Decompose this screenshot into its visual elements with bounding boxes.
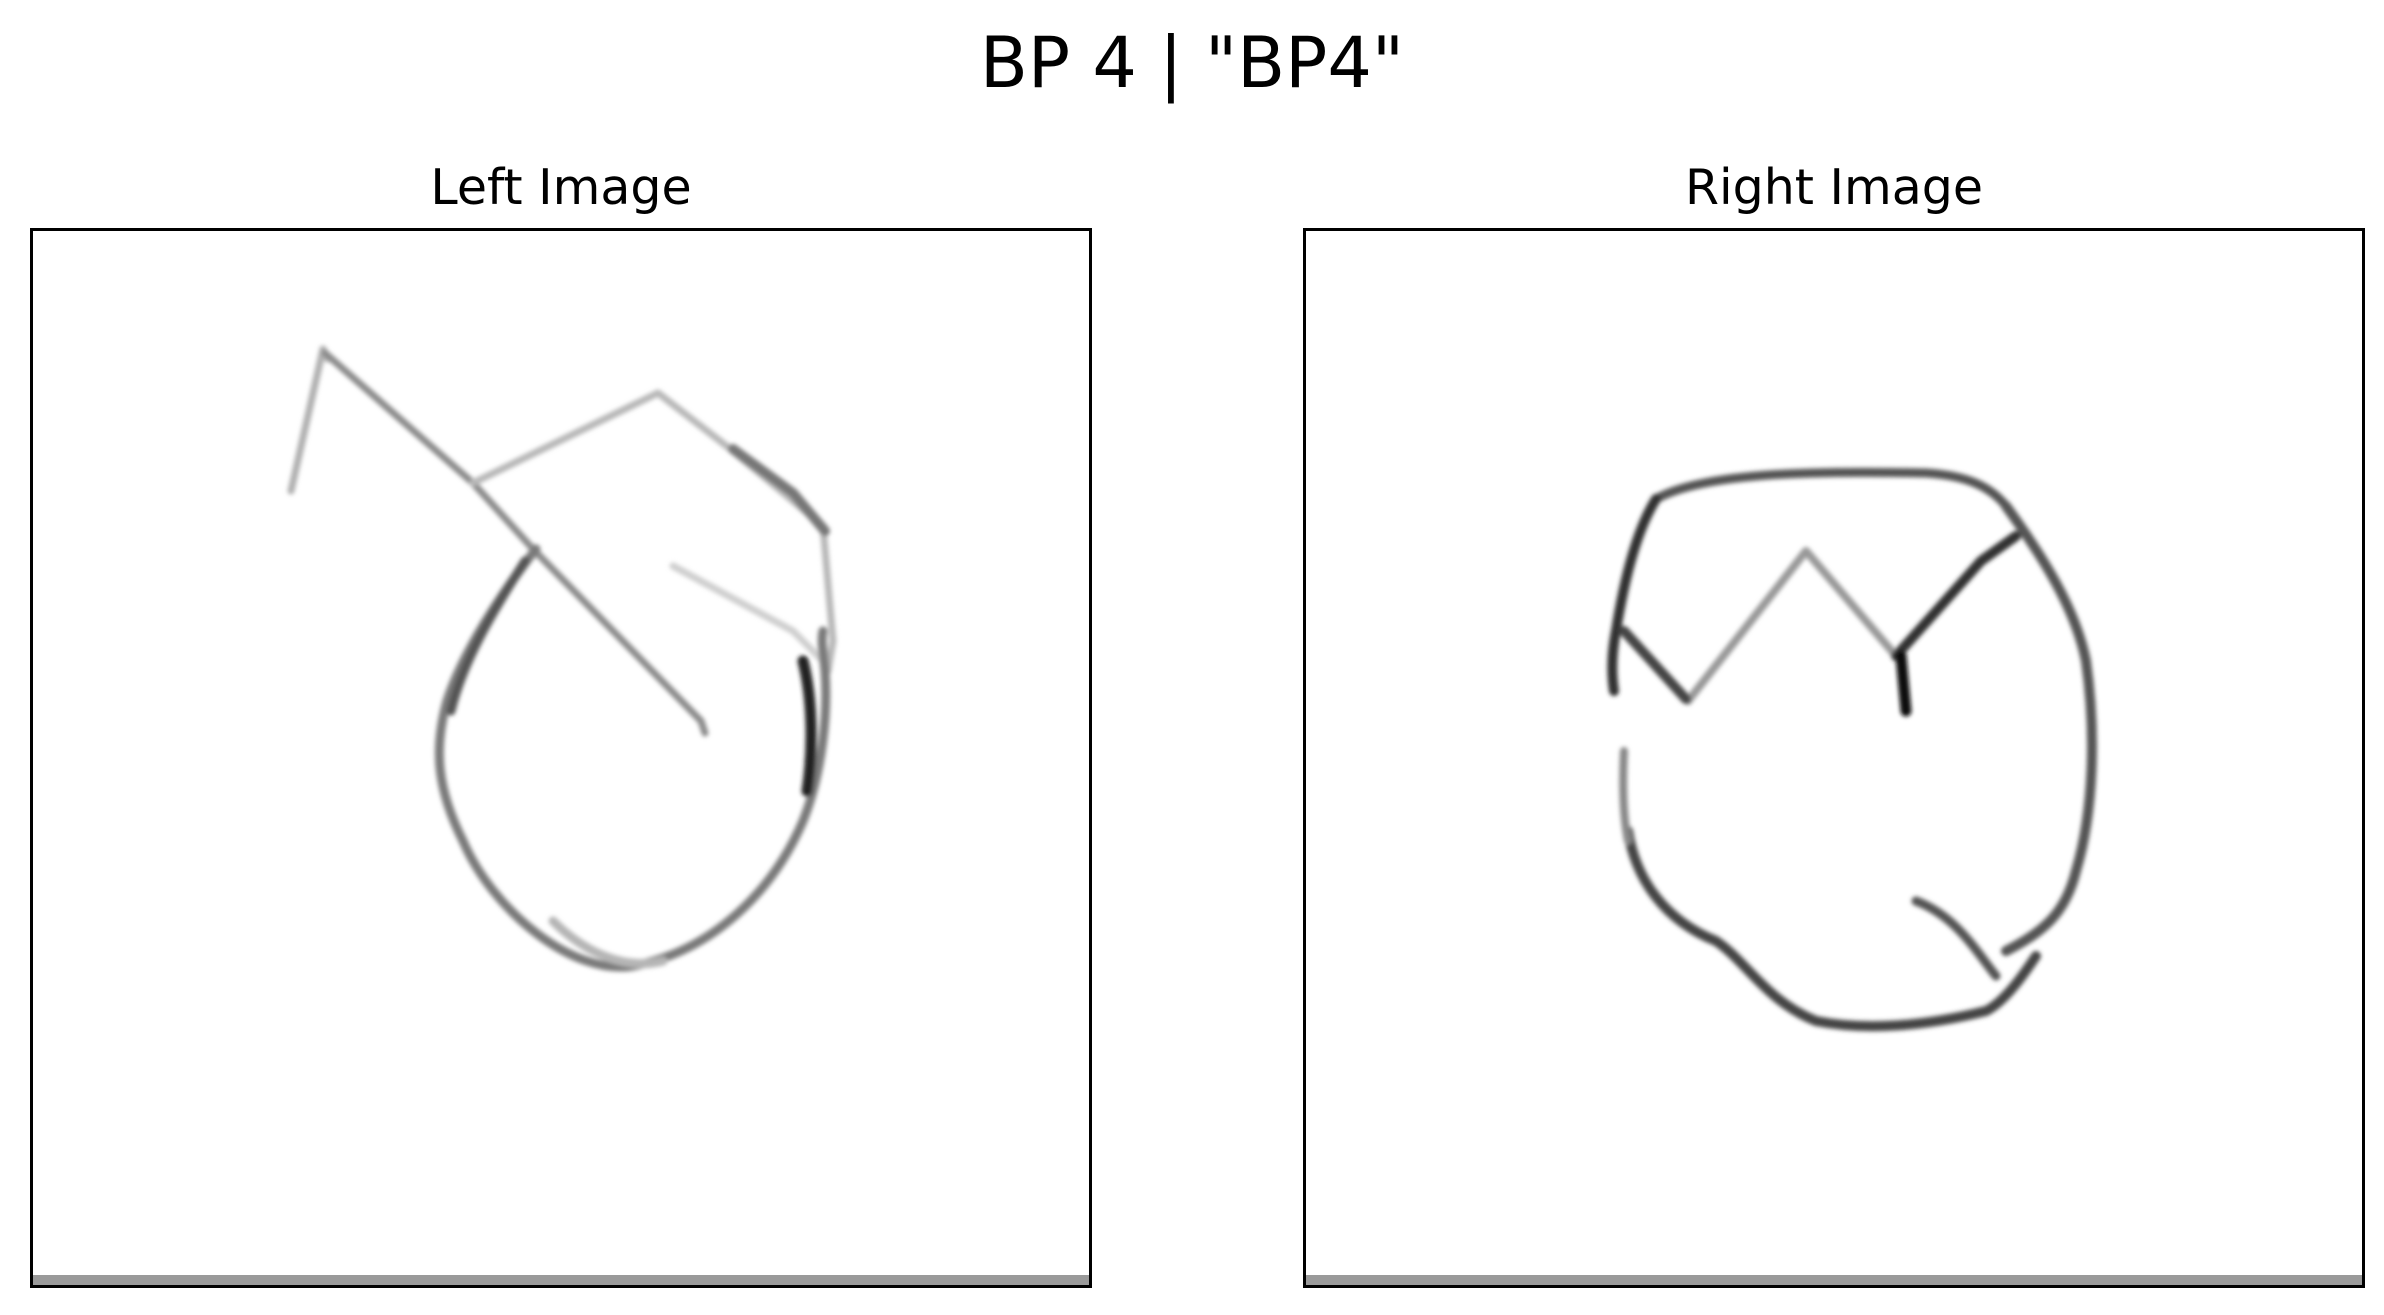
right-sketch-stroke-branch-down [1895,650,1912,717]
right-sketch-stroke-branch [1891,531,2021,661]
left-sketch-stroke-inner [669,562,827,665]
left-sketch-stroke-hook [287,345,332,495]
right-sketch-stroke-top [1651,467,2011,511]
left-sketch-stroke-upper [469,389,837,675]
left-image-frame [30,228,1092,1288]
left-sketch-stroke-loop-left [446,556,530,716]
left-panel-title: Left Image [430,159,692,216]
left-sketch-stroke-loop-dark [797,655,817,797]
left-sketch-image [33,345,1089,1285]
left-sketch-stroke-upper-right [728,444,830,536]
right-sketch-image [1306,467,2362,1285]
left-sketch-stroke-bottom [548,916,668,969]
left-image-base-strip [33,1275,1089,1285]
right-image-frame [1303,228,2365,1288]
figure-title: BP 4 | "BP4" [979,22,1405,104]
right-sketch-stroke-right [2001,501,2097,956]
left-sketch-stroke-loop [434,544,831,972]
left-sketch-stroke-diagonal [321,349,709,737]
right-sketch-stroke-left-lower [1619,747,1632,845]
right-sketch-stroke-left-upper [1607,494,1661,696]
right-image-base-strip [1306,1275,2362,1285]
right-panel-title: Right Image [1684,159,1984,216]
right-sketch-stroke-zigzag-dark [1619,626,1691,704]
right-sketch-stroke-bottom [1623,826,2041,1032]
right-sketch-stroke-hook [1911,896,2001,981]
